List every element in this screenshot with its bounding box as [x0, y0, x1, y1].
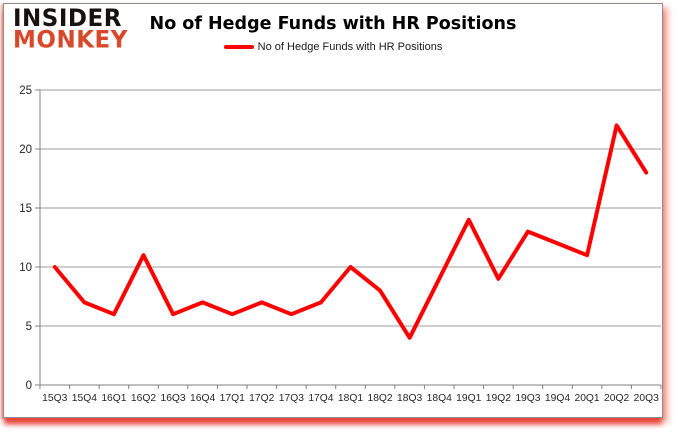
line-chart: 0 5 10 15 20 25 15Q3 15Q4 16Q1 16Q2 16Q3 16Q4 17Q1 17…: [19, 85, 662, 404]
chart-header: No of Hedge Funds with HR Positions No o…: [4, 4, 662, 53]
x-axis-tick-label: 18Q2: [367, 393, 392, 404]
x-axis-tick-label: 15Q3: [42, 393, 67, 404]
x-axis-tick-label: 18Q4: [427, 393, 452, 404]
chart-legend: No of Hedge Funds with HR Positions: [4, 41, 662, 53]
x-axis-tick-label: 17Q1: [220, 393, 245, 404]
y-axis-tick-label: 5: [26, 321, 32, 333]
x-axis-tick-label: 16Q4: [190, 393, 215, 404]
insider-monkey-logo: INSIDER MONKEY: [13, 5, 128, 55]
logo-word-monkey: MONKEY: [13, 27, 128, 55]
x-axis-tick-label: 20Q1: [574, 393, 599, 404]
x-axis-tick-label: 17Q4: [308, 393, 333, 404]
x-axis-tick-label: 16Q3: [160, 393, 185, 404]
y-axis-tick-label: 20: [19, 144, 32, 156]
x-axis-tick-label: 15Q4: [72, 393, 97, 404]
x-axis-tick-label: 18Q3: [397, 393, 422, 404]
x-axis-tick-label: 19Q1: [456, 393, 481, 404]
x-axis-tick-label: 20Q3: [634, 393, 659, 404]
legend-label: No of Hedge Funds with HR Positions: [257, 41, 443, 53]
x-axis-tick-label: 18Q1: [338, 393, 363, 404]
chart-title: No of Hedge Funds with HR Positions: [149, 14, 517, 34]
y-axis-tick-label: 15: [19, 203, 32, 215]
data-series-line: [52, 123, 649, 340]
x-axis-tick-label: 17Q3: [279, 393, 304, 404]
x-axis-tick-label: 19Q3: [515, 393, 540, 404]
chart-image-frame: INSIDER MONKEY No of Hedge Funds with HR…: [3, 3, 663, 418]
x-axis-tick-label: 16Q2: [131, 393, 156, 404]
x-axis-tick-label: 17Q2: [249, 393, 274, 404]
x-axis-tick-label: 19Q4: [545, 393, 570, 404]
x-axis-tick-label: 19Q2: [486, 393, 511, 404]
logo-word-insider: INSIDER: [13, 5, 122, 33]
y-axis-tick-label: 10: [19, 262, 32, 274]
x-axis-tick-label: 20Q2: [604, 393, 629, 404]
y-axis-tick-label: 0: [26, 380, 32, 392]
x-axis-tick-label: 16Q1: [101, 393, 126, 404]
y-axis-tick-label: 25: [19, 85, 32, 97]
legend-line-swatch: [223, 45, 254, 49]
